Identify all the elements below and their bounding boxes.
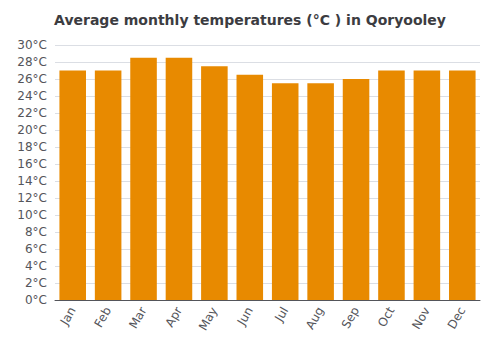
svg-text:Nov: Nov: [409, 304, 433, 331]
svg-text:18°C: 18°C: [17, 140, 47, 154]
svg-text:0°C: 0°C: [25, 293, 47, 307]
svg-text:Aug: Aug: [303, 304, 327, 331]
svg-text:30°C: 30°C: [17, 38, 47, 52]
svg-text:Mar: Mar: [126, 304, 149, 331]
svg-text:4°C: 4°C: [25, 259, 47, 273]
svg-text:28°C: 28°C: [17, 55, 47, 69]
svg-text:Jul: Jul: [271, 304, 291, 324]
svg-text:8°C: 8°C: [25, 225, 47, 239]
svg-text:Jan: Jan: [57, 304, 79, 328]
svg-text:14°C: 14°C: [17, 174, 47, 188]
svg-text:Sep: Sep: [339, 304, 362, 331]
svg-text:22°C: 22°C: [17, 106, 47, 120]
svg-text:Jun: Jun: [234, 304, 256, 328]
svg-text:Apr: Apr: [163, 304, 186, 329]
svg-text:10°C: 10°C: [17, 208, 47, 222]
svg-text:Oct: Oct: [375, 304, 398, 329]
svg-text:May: May: [196, 304, 221, 332]
svg-text:2°C: 2°C: [25, 276, 47, 290]
svg-text:6°C: 6°C: [25, 242, 47, 256]
svg-text:12°C: 12°C: [17, 191, 47, 205]
svg-text:20°C: 20°C: [17, 123, 47, 137]
svg-text:Average monthly temperatures (: Average monthly temperatures (°C ) in Qo…: [54, 12, 446, 28]
svg-text:24°C: 24°C: [17, 89, 47, 103]
svg-text:Dec: Dec: [445, 304, 469, 331]
svg-text:26°C: 26°C: [17, 72, 47, 86]
svg-text:16°C: 16°C: [17, 157, 47, 171]
svg-text:Feb: Feb: [91, 304, 114, 329]
